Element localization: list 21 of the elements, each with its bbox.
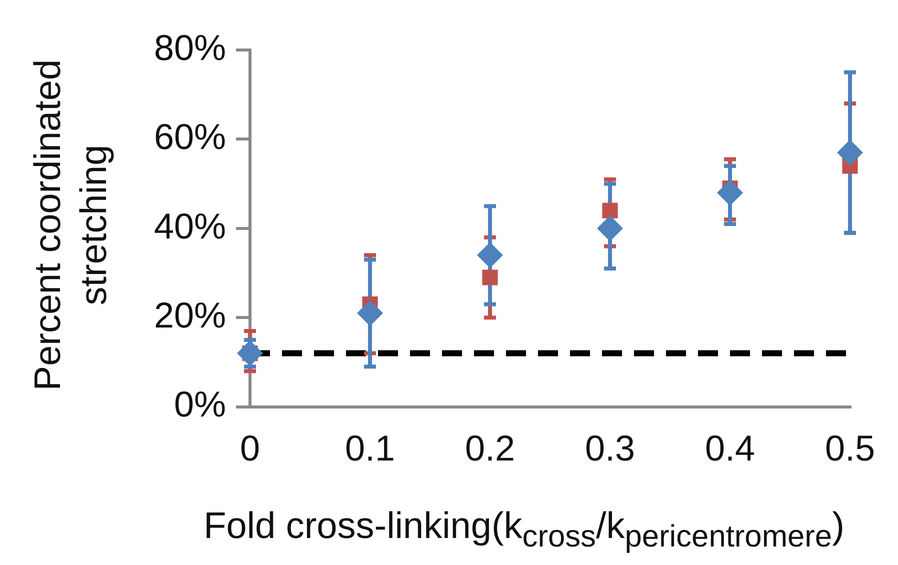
point: [477, 242, 503, 268]
y-tick-label: 0%: [174, 384, 226, 425]
y-tick-label: 80%: [154, 26, 226, 68]
x-tick-label: 0.4: [704, 427, 756, 468]
y-axis-title: Percent coordinated stretching: [26, 58, 115, 393]
point: [237, 340, 263, 366]
point: [837, 140, 863, 166]
y-tick-label: 20%: [154, 294, 226, 336]
x-tick-label: 0.5: [824, 427, 876, 468]
x-tick-label: 0: [240, 427, 260, 468]
point: [717, 180, 743, 206]
y-tick-label: 40%: [154, 205, 226, 246]
point: [357, 300, 383, 326]
x-tick-label: 0.3: [584, 427, 636, 468]
point: [597, 215, 623, 242]
point: [602, 202, 618, 218]
y-tick-label: 60%: [154, 116, 226, 158]
x-tick-label: 0.1: [344, 427, 396, 468]
x-axis-title: Fold cross-linking(k$_{cross}$/k$_{pericentromere}$): [202, 505, 846, 554]
point: [482, 270, 498, 286]
x-tick-label: 0.2: [464, 427, 516, 468]
